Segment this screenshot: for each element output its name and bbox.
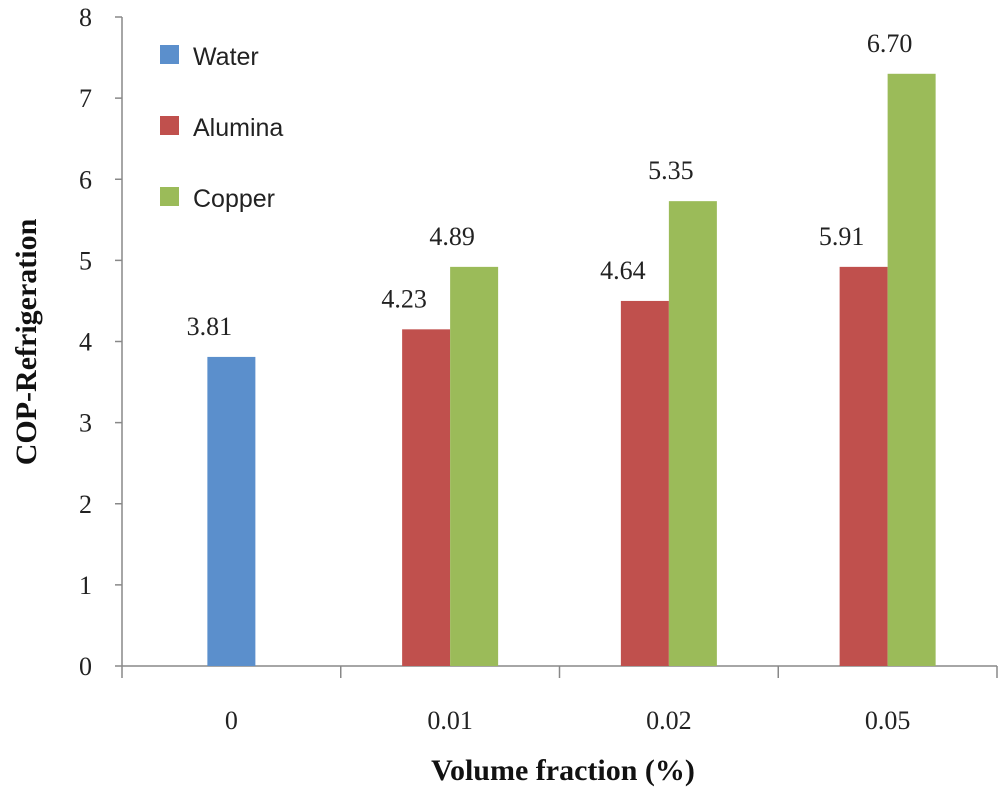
- y-tick-label: 2: [79, 490, 92, 519]
- y-axis: 0 1 2 3 4 5 6 7 8: [79, 3, 123, 681]
- data-label: 4.23: [381, 284, 427, 313]
- y-tick-label: 0: [79, 652, 92, 681]
- bar-copper-0_05: [887, 73, 936, 667]
- bar-alumina-0_02: [620, 300, 669, 666]
- data-label: 4.89: [429, 222, 475, 251]
- bar-water-0: [207, 356, 256, 666]
- legend-swatch-copper: [160, 187, 179, 206]
- legend: Water Alumina Copper: [160, 43, 283, 213]
- data-label: 4.64: [600, 256, 646, 285]
- x-axis: 0 0.01 0.02 0.05: [121, 665, 998, 735]
- y-tick-label: 4: [79, 328, 92, 357]
- bar-copper-0_01: [450, 266, 499, 666]
- data-label: 5.35: [648, 156, 694, 185]
- data-label: 3.81: [187, 312, 233, 341]
- y-tick-label: 6: [79, 165, 92, 194]
- data-label: 6.70: [867, 29, 913, 58]
- y-tick-label: 5: [79, 246, 92, 275]
- x-axis-title: Volume fraction (%): [431, 754, 695, 787]
- x-tick-label: 0.02: [646, 706, 692, 735]
- y-tick-label: 1: [79, 571, 92, 600]
- y-tick-label: 7: [79, 84, 92, 113]
- legend-label-water: Water: [193, 43, 259, 71]
- y-tick-label: 8: [79, 3, 92, 32]
- x-tick-label: 0.05: [865, 706, 911, 735]
- x-tick-label: 0: [225, 706, 238, 735]
- bar-alumina-0_05: [839, 266, 888, 666]
- bars: [207, 73, 936, 667]
- legend-label-copper: Copper: [193, 185, 275, 213]
- bar-alumina-0_01: [402, 329, 451, 666]
- legend-label-alumina: Alumina: [193, 114, 283, 142]
- legend-swatch-water: [160, 45, 179, 64]
- bar-copper-0_02: [668, 201, 717, 666]
- data-label: 5.91: [819, 222, 865, 251]
- data-labels: 3.81 4.23 4.89 4.64 5.35 5.91 6.70: [187, 29, 913, 341]
- y-tick-label: 3: [79, 409, 92, 438]
- x-tick-label: 0.01: [427, 706, 473, 735]
- y-axis-title: COP-Refrigeration: [10, 218, 43, 465]
- legend-swatch-alumina: [160, 116, 179, 135]
